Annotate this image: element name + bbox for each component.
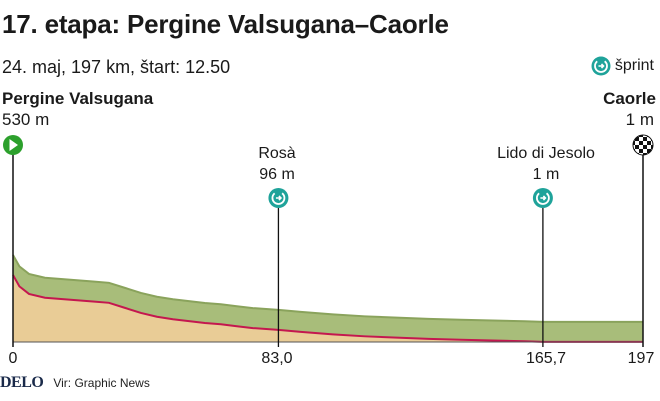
checker-square bbox=[639, 145, 643, 149]
checker-square bbox=[633, 145, 635, 149]
checker-square bbox=[643, 149, 647, 153]
legend: šprint bbox=[591, 56, 654, 76]
x-tick-label: 0 bbox=[8, 350, 18, 367]
checker-square bbox=[643, 145, 647, 149]
page-title: 17. etapa: Pergine Valsugana–Caorle bbox=[2, 9, 449, 39]
checker-square bbox=[635, 141, 639, 145]
checker-square bbox=[639, 149, 643, 153]
checker-square bbox=[647, 141, 651, 145]
footer: DELO Vir: Graphic News bbox=[0, 374, 150, 392]
checker-square bbox=[635, 145, 639, 149]
profile-band-edge bbox=[12, 254, 643, 323]
source-credit: Vir: Graphic News bbox=[53, 376, 150, 390]
checkered-flag-icon bbox=[633, 135, 653, 155]
sprint-icon-ring bbox=[536, 191, 550, 205]
start-play-glyph bbox=[9, 139, 18, 151]
stage-subtitle: 24. maj, 197 km, štart: 12.50 bbox=[2, 57, 231, 77]
finish-location-name: Caorle bbox=[603, 89, 656, 108]
waypoint-name: Rosà bbox=[258, 145, 296, 162]
checker-square bbox=[651, 153, 653, 155]
finish-altitude: 1 m bbox=[625, 110, 654, 129]
checker-square bbox=[633, 141, 635, 145]
waypoint-altitude: 1 m bbox=[532, 166, 560, 183]
profile-area-fill bbox=[13, 275, 643, 342]
waypoint-rosa: Rosà 96 m bbox=[258, 143, 295, 185]
x-tick-label: 165,7 bbox=[525, 350, 567, 367]
checker-square bbox=[643, 153, 647, 155]
checkered-flag-border bbox=[632, 134, 654, 156]
waypoint-name: Lido di Jesolo bbox=[497, 145, 595, 162]
profile-line bbox=[12, 274, 643, 343]
checker-square bbox=[647, 149, 651, 153]
delo-logo: DELO bbox=[0, 374, 44, 391]
checker-square bbox=[643, 135, 647, 137]
checker-square bbox=[651, 135, 653, 137]
waypoint-altitude: 96 m bbox=[259, 166, 295, 183]
checker-square bbox=[635, 137, 639, 141]
sprint-icon-arrow bbox=[275, 195, 283, 201]
x-tick-label: 197 bbox=[627, 350, 655, 367]
sprint-icon-arrow bbox=[540, 195, 547, 201]
checker-square bbox=[643, 137, 647, 141]
checker-square bbox=[651, 145, 653, 149]
checker-square bbox=[635, 149, 639, 153]
x-tick-label: 83,0 bbox=[261, 350, 293, 367]
checker-square bbox=[643, 141, 647, 145]
checker-square bbox=[639, 137, 643, 141]
checker-square bbox=[651, 141, 653, 145]
sprint-icon bbox=[591, 56, 611, 76]
checker-square bbox=[639, 135, 643, 137]
start-altitude: 530 m bbox=[2, 110, 50, 129]
checker-square bbox=[633, 153, 635, 155]
sprint-icon-ring bbox=[271, 191, 286, 205]
legend-sprint-label: šprint bbox=[614, 57, 654, 74]
checker-square bbox=[639, 153, 643, 155]
waypoint-lido-di-jesolo: Lido di Jesolo 1 m bbox=[497, 143, 595, 185]
checker-square bbox=[647, 145, 651, 149]
checker-square bbox=[633, 135, 635, 137]
checker-square bbox=[639, 141, 643, 145]
start-location-name: Pergine Valsugana bbox=[2, 89, 154, 108]
checker-square bbox=[647, 137, 651, 141]
